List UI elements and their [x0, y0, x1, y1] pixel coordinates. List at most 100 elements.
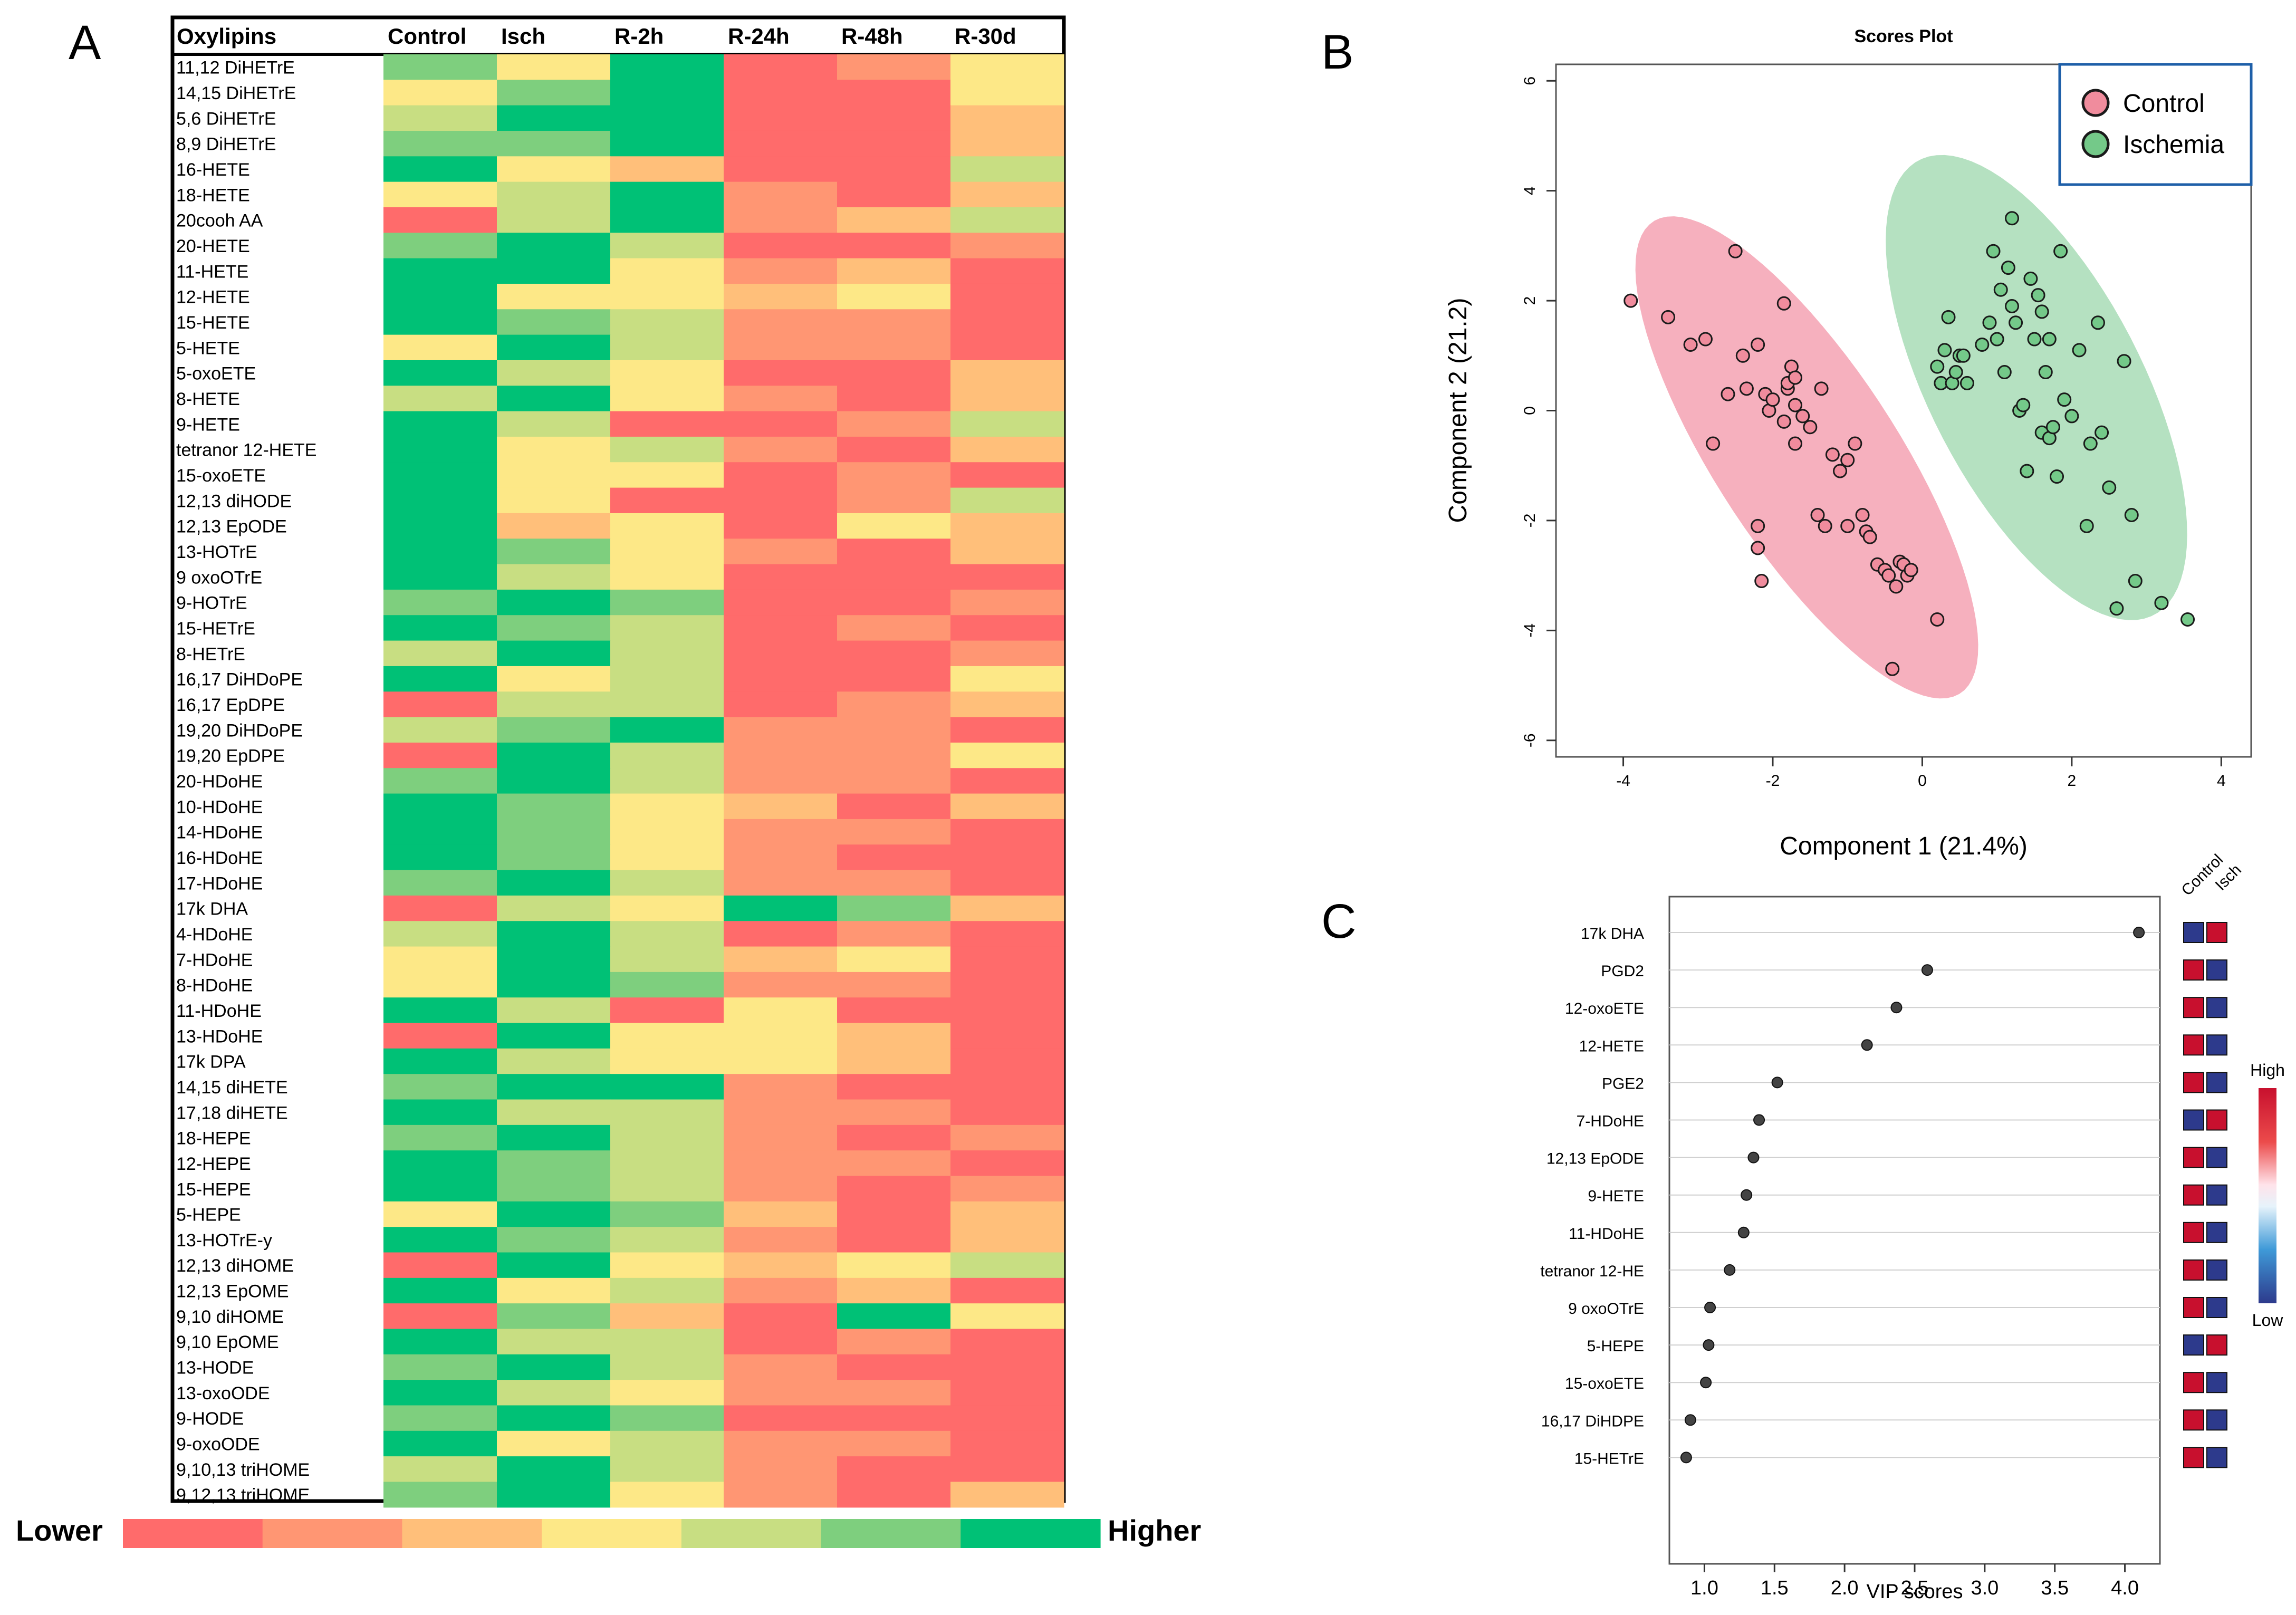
control-point [1885, 661, 1900, 676]
legend-ischemia-label: Ischemia [2123, 131, 2224, 159]
heatmap-cell [724, 768, 838, 794]
heatmap-cell [724, 1124, 838, 1151]
heatmap-cell [837, 1099, 951, 1126]
vip-category-label: PGE2 [1602, 1075, 1644, 1092]
heatmap-row-label: 13-HDoHE [176, 1026, 263, 1046]
heatmap-cell [610, 1074, 724, 1100]
heatmap-cell [383, 207, 497, 233]
heatmap-cell [724, 80, 838, 106]
heatmap-cell [610, 768, 724, 794]
heatmap-cell [610, 640, 724, 667]
heatmap-cell [383, 156, 497, 182]
vip-group-square [2206, 1072, 2227, 1093]
heatmap-cell [383, 386, 497, 412]
heatmap-row-labels: 11,12 DiHETrE 14,15 DiHETrE 5,6 DiHETrE 8,9… [176, 58, 316, 1505]
heatmap-cell [497, 768, 611, 794]
heatmap-cell [383, 1277, 497, 1304]
heatmap-cell [383, 564, 497, 590]
heatmap-cell [837, 54, 951, 80]
heatmap-row-label: 9-HODE [176, 1409, 244, 1429]
heatmap-cell [610, 386, 724, 412]
heatmap-cell [497, 436, 611, 463]
heatmap-cell [950, 1303, 1064, 1330]
heatmap-cell [837, 436, 951, 463]
heatmap-cell [950, 1430, 1064, 1457]
ischemia-point [2038, 365, 2053, 380]
heatmap-row-label: 9-oxoODE [176, 1435, 260, 1455]
ischemia-point [2016, 398, 2031, 412]
vip-x-tick-label: 4.0 [2111, 1577, 2139, 1599]
control-point [1683, 337, 1698, 352]
heatmap-cell [383, 513, 497, 539]
heatmap-cell [724, 258, 838, 284]
ischemia-point [1982, 315, 1997, 330]
heatmap-cell [610, 1227, 724, 1253]
heatmap-row-label: 20-HDoHE [176, 772, 263, 792]
vip-group-square [2206, 997, 2227, 1018]
heatmap-row-label: 8,9 DiHETrE [176, 134, 276, 155]
heatmap-cell [383, 1303, 497, 1330]
heatmap-cell [837, 1252, 951, 1278]
ischemia-point [2180, 612, 2195, 627]
heatmap-cell [724, 895, 838, 921]
heatmap-cell [837, 1048, 951, 1074]
heatmap-cell [950, 1176, 1064, 1202]
legend-swatch [681, 1519, 822, 1548]
heatmap-cell [724, 1150, 838, 1177]
heatmap-cell [497, 233, 611, 259]
heatmap-cell [724, 1405, 838, 1431]
scores-x-tick-label: 4 [2217, 772, 2226, 790]
heatmap-row-label: 5-HEPE [176, 1205, 241, 1225]
heatmap-cell [950, 1150, 1064, 1177]
heatmap-cell [610, 1176, 724, 1202]
heatmap-cell [383, 1482, 497, 1508]
vip-point [1703, 1339, 1715, 1351]
heatmap-cell [610, 997, 724, 1024]
vip-category-label: 11-HDoHE [1569, 1225, 1644, 1243]
legend-swatch [821, 1519, 961, 1548]
heatmap-cell [383, 666, 497, 692]
heatmap-cell [383, 54, 497, 80]
heatmap-cell [383, 1176, 497, 1202]
heatmap-cell [610, 1456, 724, 1483]
heatmap-cell [383, 1380, 497, 1406]
control-point [1848, 436, 1862, 451]
heatmap-cell [837, 1176, 951, 1202]
vip-rows: 17k DHA PGD2 12-oxoETE 12-HETE PGE2 7-HDoHE 12… [1540, 922, 2227, 1468]
scores-points [1623, 211, 2195, 676]
panel-c-label: C [1321, 895, 1356, 948]
legend-swatch [402, 1519, 542, 1548]
vip-point [1861, 1039, 1873, 1051]
vip-point [1700, 1377, 1712, 1389]
heatmap-row-label: 15-HETrE [176, 619, 255, 639]
heatmap-cell [497, 487, 611, 514]
heatmap-cell [383, 793, 497, 820]
heatmap-cell [724, 54, 838, 80]
heatmap-row-label: 19,20 EpDPE [176, 746, 285, 766]
scores-x-tick-label: -2 [1766, 772, 1780, 790]
ischemia-point [2045, 420, 2060, 435]
heatmap-cell [383, 1124, 497, 1151]
scores-y-label: Component 2 (21.2) [1444, 298, 1472, 523]
heatmap-cell [383, 870, 497, 896]
heatmap-cell [837, 1430, 951, 1457]
heatmap-cell [383, 1201, 497, 1227]
heatmap-row-label: 15-oxoETE [176, 466, 266, 486]
heatmap-cell [610, 130, 724, 157]
heatmap-cell [497, 691, 611, 718]
heatmap-row-label: 18-HETE [176, 185, 250, 205]
heatmap-cell [724, 742, 838, 768]
heatmap-cell [497, 1277, 611, 1304]
heatmap-cell [497, 334, 611, 361]
vip-category-label: 5-HEPE [1587, 1338, 1644, 1355]
heatmap-row-label: 11-HETE [176, 262, 248, 282]
scores-x-label: Component 1 (21.4%) [1780, 832, 2028, 860]
heatmap-cell [837, 742, 951, 768]
vip-x-tick-label: 3.5 [2041, 1577, 2069, 1599]
legend-swatch [262, 1519, 403, 1548]
heatmap-cell [497, 844, 611, 871]
control-point [1788, 370, 1803, 385]
vip-group-square [2183, 922, 2204, 943]
scores-legend-box [2058, 63, 2253, 186]
heatmap-row-label: 20-HETE [176, 236, 250, 256]
